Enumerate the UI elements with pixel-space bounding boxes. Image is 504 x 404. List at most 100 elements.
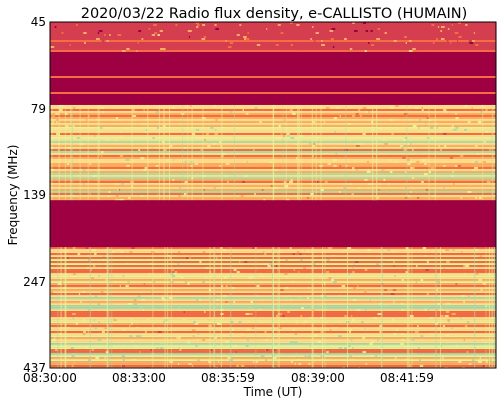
heatmap-cell: [438, 144, 440, 147]
heatmap-cell: [85, 347, 89, 350]
heatmap-cell: [379, 182, 382, 185]
heatmap-cell: [373, 317, 377, 320]
heatmap-cell: [141, 299, 145, 302]
heatmap-cell: [312, 154, 315, 157]
heatmap-streak: [272, 104, 274, 201]
heatmap-cell: [55, 46, 60, 48]
heatmap-cell: [100, 106, 104, 109]
heatmap-cell: [242, 335, 247, 338]
heatmap-cell: [162, 140, 165, 143]
heatmap-cell: [139, 150, 142, 153]
x-tick-label-083559: 08:35:59: [201, 371, 255, 385]
heatmap-cell: [67, 345, 71, 348]
heatmap-cell: [248, 277, 253, 280]
heatmap-cell: [395, 357, 397, 360]
heatmap-cell: [307, 355, 311, 358]
heatmap-cell: [250, 307, 253, 310]
heatmap-cell: [355, 112, 359, 115]
heatmap-cell: [333, 164, 337, 167]
heatmap-cell: [472, 130, 475, 133]
heatmap-cell: [359, 152, 363, 155]
heatmap-cell: [460, 154, 464, 157]
heatmap-cell: [431, 24, 435, 26]
heatmap-cell: [403, 148, 407, 151]
heatmap-cell: [178, 122, 182, 125]
heatmap-cell: [131, 247, 135, 250]
heatmap-cell: [453, 182, 455, 185]
heatmap-cell: [245, 112, 249, 115]
heatmap-cell: [381, 168, 385, 171]
heatmap-cell: [221, 285, 224, 288]
heatmap-cell: [391, 132, 394, 135]
heatmap-cell: [266, 28, 268, 30]
heatmap-cell: [151, 146, 153, 149]
heatmap-cell: [186, 269, 189, 272]
heatmap-streak: [70, 104, 72, 201]
heatmap-cell: [474, 249, 479, 252]
heatmap-streak: [380, 247, 382, 368]
heatmap-cell: [284, 297, 289, 300]
heatmap-cell: [338, 335, 342, 338]
heatmap-cell: [423, 255, 426, 258]
heatmap-cell: [254, 192, 256, 195]
heatmap-cell: [307, 297, 310, 300]
heatmap-cell: [268, 263, 273, 266]
heatmap-cell: [240, 194, 244, 197]
heatmap-cell: [390, 259, 394, 262]
heatmap-cell: [90, 269, 92, 272]
heatmap-cell: [287, 311, 290, 314]
heatmap-cell: [378, 140, 382, 143]
heatmap-cell: [87, 190, 91, 193]
heatmap-cell: [65, 124, 69, 127]
heatmap-cell: [121, 355, 126, 358]
heatmap-cell: [52, 120, 54, 123]
heatmap-cell: [113, 184, 117, 187]
heatmap-cell: [217, 182, 221, 185]
heatmap-cell: [115, 194, 119, 197]
heatmap-cell: [470, 126, 472, 129]
heatmap-cell: [420, 279, 424, 282]
heatmap-cell: [282, 134, 286, 137]
heatmap-cell: [123, 178, 126, 181]
heatmap-cell: [377, 339, 380, 342]
heatmap-cell: [291, 110, 294, 113]
heatmap-cell: [471, 359, 474, 362]
heatmap-streak: [202, 104, 204, 201]
heatmap-cell: [122, 50, 126, 52]
heatmap-cell: [246, 140, 251, 143]
heatmap-cell: [184, 160, 187, 163]
heatmap-cell: [482, 339, 484, 342]
heatmap-cell: [76, 293, 78, 296]
heatmap-cell: [62, 148, 66, 151]
heatmap-cell: [118, 188, 121, 191]
heatmap-cell: [269, 160, 273, 163]
heatmap-row: [50, 204, 496, 207]
heatmap-cell: [258, 315, 262, 318]
heatmap-cell: [71, 363, 76, 366]
heatmap-cell: [87, 309, 91, 312]
heatmap-streak: [64, 104, 66, 201]
heatmap-cell: [70, 347, 74, 350]
heatmap-cell: [170, 343, 173, 346]
heatmap-cell: [443, 108, 447, 111]
heatmap-cell: [339, 164, 341, 167]
heatmap-cell: [271, 42, 275, 44]
heatmap-cell: [169, 257, 172, 260]
heatmap-cell: [395, 160, 397, 163]
heatmap-streak: [214, 247, 216, 368]
heatmap-cell: [157, 34, 160, 36]
heatmap-cell: [137, 42, 139, 44]
heatmap-cell: [202, 281, 206, 284]
heatmap-cell: [437, 26, 440, 28]
heatmap-cell: [253, 277, 257, 280]
heatmap-cell: [252, 148, 255, 151]
heatmap-cell: [73, 361, 76, 364]
heatmap-cell: [418, 140, 422, 143]
heatmap-cell: [183, 192, 187, 195]
heatmap-cell: [174, 271, 178, 274]
heatmap-cell: [453, 128, 457, 131]
heatmap-cell: [71, 353, 76, 356]
heatmap-cell: [280, 32, 284, 34]
heatmap-cell: [347, 247, 352, 250]
heatmap-cell: [227, 275, 232, 278]
